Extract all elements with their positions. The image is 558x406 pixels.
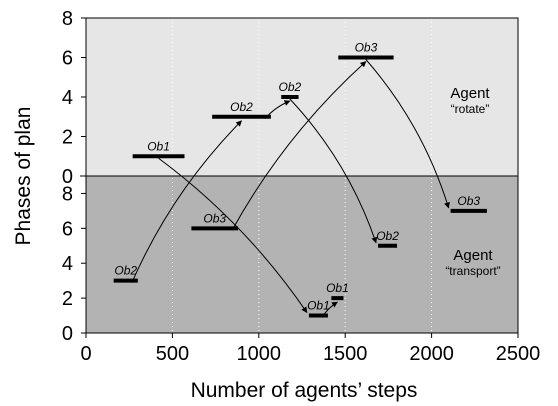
- plan-segment-label: Ob1: [307, 299, 330, 313]
- rotate-region-subtitle: “rotate”: [451, 102, 490, 116]
- y-tick-label-transport: 8: [62, 183, 73, 205]
- y-axis-title: Phases of plan: [12, 107, 35, 246]
- transition-arrow: [365, 59, 450, 209]
- x-tick-label: 500: [156, 343, 189, 365]
- plan-segment-label: Ob3: [203, 211, 226, 225]
- rotate-panel-background: [86, 18, 518, 176]
- transport-region-subtitle: “transport”: [445, 264, 500, 278]
- plan-segment-label: Ob1: [326, 281, 349, 295]
- y-tick-label-rotate: 0: [62, 166, 73, 188]
- plan-segment-label: Ob3: [457, 194, 480, 208]
- gridlines: [171, 18, 433, 333]
- plan-segment-label: Ob2: [279, 80, 302, 94]
- plan-segments: Ob1 Ob2 Ob2 Ob3 Ob3 Ob3 Ob2 Ob2 Ob1 Ob1: [113, 41, 487, 318]
- transition-arrow: [158, 157, 308, 314]
- y-tick-label-transport: 6: [62, 218, 73, 240]
- transport-region-title: Agent: [453, 247, 493, 264]
- transition-arrow: [289, 98, 378, 244]
- transition-arrow: [131, 120, 242, 283]
- y-tick-label-rotate: 8: [62, 8, 73, 30]
- y-tick-label-rotate: 6: [62, 48, 73, 70]
- y-tick-label-transport: 2: [62, 288, 73, 310]
- x-tick-label: 0: [80, 343, 91, 365]
- x-tick-label: 2000: [409, 343, 454, 365]
- y-tick-label-rotate: 2: [62, 127, 73, 149]
- y-tick-label-rotate: 4: [62, 87, 73, 109]
- y-tick-label-transport: 0: [62, 323, 73, 345]
- x-tick-label: 1000: [237, 343, 282, 365]
- plan-segment-label: Ob2: [114, 264, 137, 278]
- x-tick-label: 1500: [323, 343, 368, 365]
- transition-arrows: [131, 59, 450, 318]
- y-tick-label-transport: 4: [62, 253, 73, 275]
- plan-segment-label: Ob3: [355, 41, 378, 55]
- rotate-region-title: Agent: [450, 85, 490, 102]
- plan-segment-label: Ob2: [230, 100, 253, 114]
- x-axis-ticks: 0 500 1000 1500 2000 2500: [80, 333, 540, 365]
- transition-arrow: [231, 61, 367, 231]
- plan-segment-label: Ob1: [147, 139, 170, 153]
- x-tick-label: 2500: [496, 343, 541, 365]
- plan-segment-label: Ob2: [376, 229, 399, 243]
- x-axis-title: Number of agents’ steps: [191, 379, 418, 402]
